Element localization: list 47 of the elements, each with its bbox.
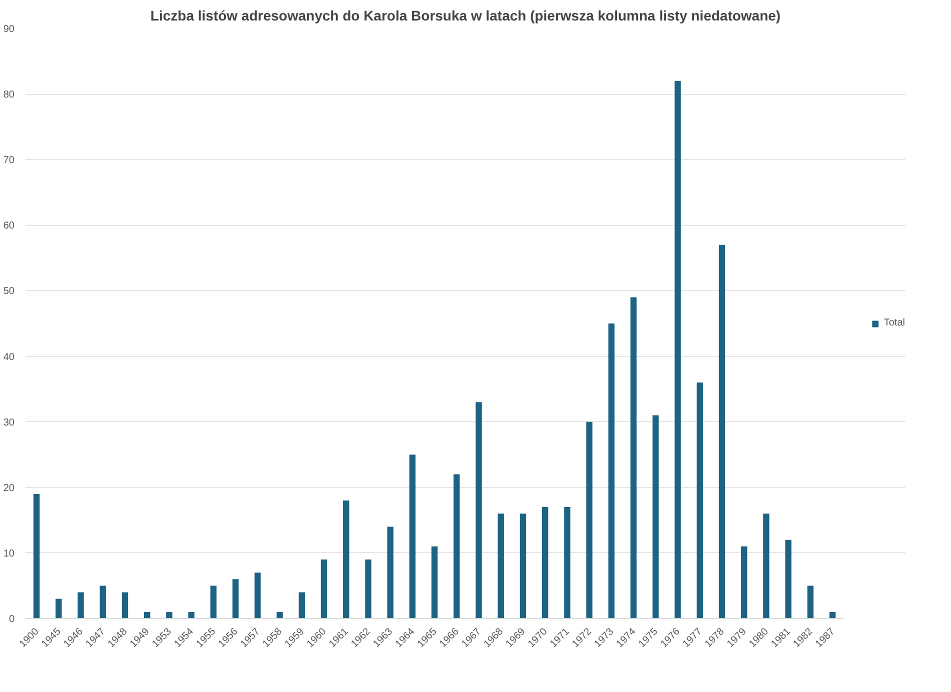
- bar: [498, 514, 504, 618]
- bar: [630, 297, 637, 618]
- bar: [365, 560, 372, 618]
- y-tick-label: 90: [3, 24, 15, 35]
- bar: [674, 80, 681, 618]
- bar: [166, 612, 172, 618]
- bar: [807, 586, 814, 618]
- bar: [454, 474, 460, 618]
- y-tick-label: 40: [3, 352, 15, 363]
- y-tick-label: 10: [3, 548, 15, 560]
- y-tick-label: 80: [3, 90, 15, 101]
- bar: [210, 586, 217, 618]
- bar: [608, 324, 615, 618]
- bar: [122, 592, 128, 618]
- bar: [188, 612, 194, 618]
- bar: [33, 494, 40, 618]
- bar: [476, 402, 482, 618]
- bar: [740, 546, 748, 618]
- bar: [276, 612, 283, 618]
- bar: [56, 598, 62, 618]
- bar: [520, 514, 526, 618]
- bar: [564, 507, 570, 618]
- bar: [785, 540, 792, 618]
- bar: [232, 579, 239, 618]
- chart-title: Liczba listów adresowanych do Karola Borsuka w latach (pierwsza kolumna listy niedatowane): [150, 8, 781, 24]
- bar: [763, 514, 770, 618]
- y-tick-label: 30: [3, 417, 15, 428]
- bar: [586, 422, 592, 618]
- bar: [298, 592, 305, 618]
- bar: [100, 586, 106, 618]
- bar: [254, 572, 261, 618]
- y-tick-label: 20: [3, 482, 15, 494]
- bar: [387, 526, 394, 618]
- y-tick-label: 70: [3, 155, 15, 166]
- bar: [409, 454, 416, 618]
- bar: [696, 382, 703, 618]
- bar: [718, 244, 726, 618]
- y-tick-label: 0: [8, 614, 15, 625]
- bar: [652, 415, 659, 618]
- bar: [431, 546, 438, 618]
- bar: [320, 560, 328, 618]
- bar: [542, 507, 548, 618]
- y-tick-label: 60: [3, 220, 15, 232]
- legend-label: Total: [884, 318, 905, 328]
- bar: [78, 592, 84, 618]
- bar: [343, 500, 350, 618]
- y-tick-label: 50: [3, 286, 15, 298]
